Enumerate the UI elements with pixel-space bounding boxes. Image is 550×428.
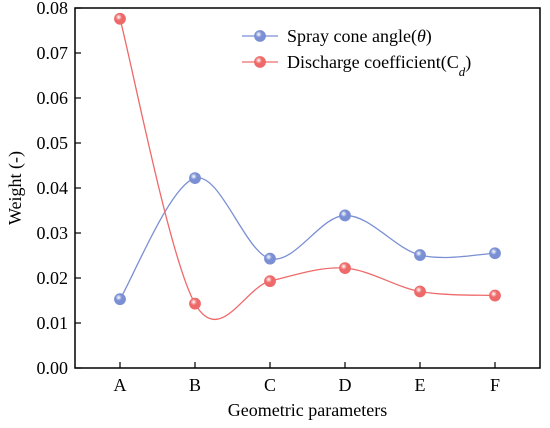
x-tick-label: A — [114, 375, 127, 395]
data-point-1-E — [414, 285, 426, 298]
data-point-1-D — [339, 262, 351, 275]
legend-swatch-marker — [254, 56, 266, 68]
y-tick-label: 0.03 — [37, 223, 69, 243]
y-tick-label: 0.07 — [37, 43, 69, 63]
series-line-0 — [119, 177, 496, 300]
legend-label: Discharge coefficient(Cd) — [287, 52, 471, 79]
data-point-1-B — [189, 297, 201, 310]
legend-label: Spray cone angle(θ) — [287, 26, 432, 47]
legend: Spray cone angle(θ) Discharge coefficient… — [242, 26, 471, 79]
y-tick-label: 0.00 — [37, 358, 69, 378]
series-points — [114, 12, 501, 310]
data-point-0-B — [189, 172, 201, 185]
legend-item-1: Discharge coefficient(Cd) — [242, 52, 471, 79]
x-tick-label: F — [490, 375, 500, 395]
y-tick-label: 0.06 — [37, 88, 69, 108]
y-axis: 0.00 0.01 0.02 0.03 0.04 0.05 0.06 0.07 0.08 — [37, 0, 81, 378]
x-tick-label: D — [339, 375, 352, 395]
data-point-0-F — [489, 247, 501, 260]
legend-item-0: Spray cone angle(θ) — [242, 26, 432, 47]
data-point-1-F — [489, 289, 501, 302]
data-point-1-C — [264, 275, 276, 288]
x-tick-label: E — [415, 375, 426, 395]
x-tick-label: C — [264, 375, 276, 395]
legend-swatch-marker — [254, 30, 266, 42]
data-point-0-A — [114, 293, 126, 306]
y-axis-title: Weight (-) — [5, 151, 26, 225]
x-tick-label: B — [189, 375, 201, 395]
y-tick-label: 0.01 — [37, 313, 69, 333]
x-axis: A B C D E F — [114, 362, 500, 395]
y-tick-label: 0.05 — [37, 133, 69, 153]
y-tick-label: 0.02 — [37, 268, 69, 288]
data-point-0-D — [339, 209, 351, 222]
y-tick-label: 0.04 — [37, 178, 69, 198]
data-point-0-E — [414, 249, 426, 261]
x-axis-title: Geometric parameters — [228, 400, 387, 420]
y-tick-label: 0.08 — [37, 0, 69, 18]
data-point-1-A — [114, 12, 126, 25]
data-point-0-C — [264, 252, 276, 265]
